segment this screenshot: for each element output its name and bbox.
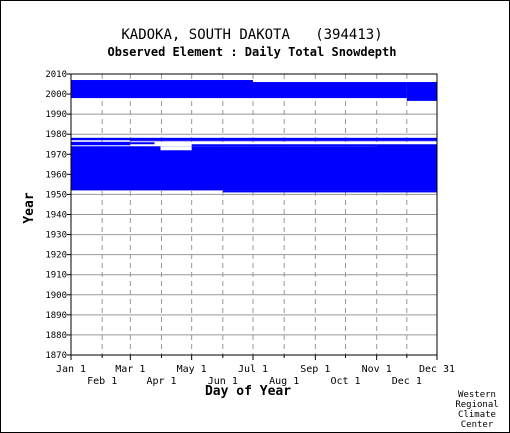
data-gap xyxy=(160,146,192,151)
y-tick-label: 1880 xyxy=(45,331,67,341)
y-tick-label: 1870 xyxy=(45,351,67,361)
data-block xyxy=(71,137,437,141)
x-tick-label: Dec 1 xyxy=(392,376,422,387)
y-tick-label: 1940 xyxy=(45,211,67,221)
credit-line-2: Regional xyxy=(455,400,498,410)
y-tick-label: 1920 xyxy=(45,251,67,261)
x-tick-label: Sep 1 xyxy=(300,364,330,375)
y-tick-label: 1910 xyxy=(45,271,67,281)
x-tick-label: Aug 1 xyxy=(269,376,299,387)
data-block xyxy=(130,142,155,145)
y-tick-label: 1900 xyxy=(45,291,67,301)
data-block xyxy=(252,82,407,99)
x-axis-label: Day of Year xyxy=(205,384,291,399)
x-tick-label: Mar 1 xyxy=(115,364,145,375)
credit-line-3: Climate xyxy=(458,410,496,420)
data-block xyxy=(71,146,437,191)
data-block xyxy=(191,144,377,147)
chart-subtitle: Observed Element : Daily Total Snowdepth xyxy=(108,45,397,59)
y-tick-label: 2000 xyxy=(45,90,67,100)
y-tick-label: 2010 xyxy=(45,70,67,80)
data-block xyxy=(222,190,437,193)
credit-line-4: Center xyxy=(461,420,494,430)
data-block xyxy=(406,82,437,101)
y-tick-label: 1950 xyxy=(45,190,67,200)
wrcc-credit: Western Regional Climate Center xyxy=(455,390,498,430)
data-block xyxy=(71,80,253,99)
plot-border xyxy=(70,73,438,356)
data-block xyxy=(130,140,438,142)
x-tick-label: Apr 1 xyxy=(146,376,176,387)
y-tick-label: 1970 xyxy=(45,150,67,160)
credit-line-1: Western xyxy=(458,390,496,400)
x-tick-label: Jan 1 xyxy=(56,364,86,375)
x-tick-label: Feb 1 xyxy=(87,376,117,387)
y-axis-label: Year xyxy=(22,192,37,223)
x-tick-label: Nov 1 xyxy=(362,364,392,375)
chart-title: KADOKA, SOUTH DAKOTA (394413) xyxy=(121,27,382,43)
x-tick-label: Jul 1 xyxy=(238,364,268,375)
y-tick-label: 1990 xyxy=(45,110,67,120)
x-tick-label: May 1 xyxy=(177,364,207,375)
x-tick-label: Jun 1 xyxy=(208,376,238,387)
x-tick-label: Dec 31 xyxy=(419,364,455,375)
axis-layer: 1870 1880 1890 1900 1910 1920 1930 1940 1950 1960… xyxy=(45,70,455,387)
grid-layer xyxy=(71,73,437,355)
y-tick-label: 1980 xyxy=(45,130,67,140)
y-tick-label: 1890 xyxy=(45,311,67,321)
x-tick-label: Oct 1 xyxy=(330,376,360,387)
y-tick-label: 1960 xyxy=(45,170,67,180)
data-block xyxy=(71,141,131,146)
data-block xyxy=(376,144,437,151)
data-layer xyxy=(71,80,438,193)
y-tick-label: 1930 xyxy=(45,231,67,241)
